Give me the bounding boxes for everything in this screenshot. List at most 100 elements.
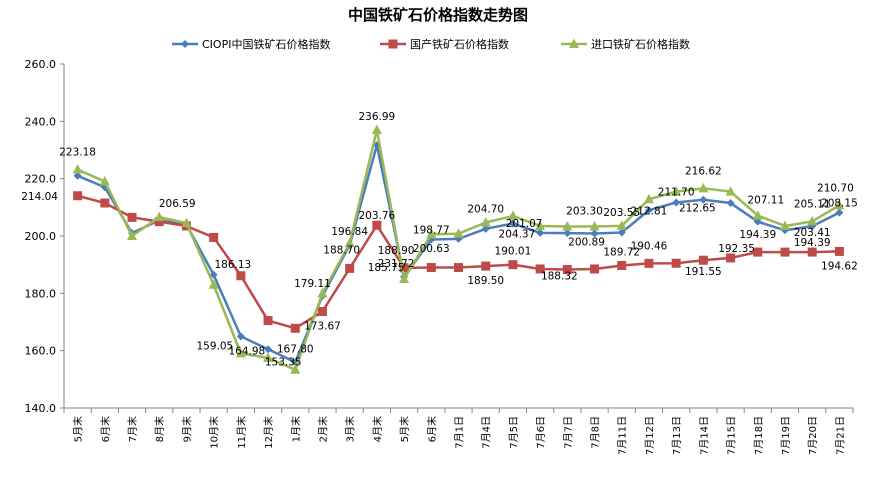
x-tick-label: 1月末 — [289, 416, 302, 442]
data-point — [127, 230, 138, 240]
data-label: 210.70 — [817, 182, 854, 194]
data-point — [480, 217, 491, 227]
series-group — [72, 124, 845, 374]
data-label: 173.67 — [304, 320, 341, 332]
data-point — [371, 124, 382, 134]
data-point — [208, 279, 219, 289]
data-label: 212.81 — [631, 205, 668, 217]
data-label: 231.72 — [378, 258, 415, 270]
data-point — [671, 186, 682, 196]
data-point — [235, 347, 246, 358]
data-label: 188.90 — [378, 245, 415, 257]
data-point — [127, 212, 137, 222]
data-point — [399, 263, 409, 273]
x-tick-label: 10月末 — [208, 416, 221, 449]
data-label: 203.76 — [359, 210, 396, 222]
data-label: 204.70 — [467, 204, 504, 216]
data-point — [154, 217, 164, 227]
data-label: 223.18 — [59, 147, 96, 159]
data-point — [699, 195, 708, 204]
data-point — [536, 228, 545, 237]
data-label: 203.41 — [794, 227, 831, 239]
data-label: 186.13 — [214, 259, 251, 271]
data-point — [100, 198, 110, 208]
legend: CIOPI中国铁矿石价格指数 国产铁矿石价格指数 进口铁矿石价格指数 — [172, 37, 690, 51]
x-tick-label: 7月末 — [126, 416, 139, 442]
y-tick-label: 180.0 — [25, 287, 57, 300]
data-label: 207.11 — [747, 195, 784, 207]
data-point — [616, 220, 627, 230]
y-tick-label: 220.0 — [25, 173, 57, 186]
data-point — [372, 220, 382, 230]
data-point — [73, 171, 82, 180]
data-label: 212.65 — [679, 203, 716, 215]
x-tick-label: 7月20日 — [807, 416, 819, 455]
data-point — [779, 220, 790, 230]
data-label: 164.98 — [228, 345, 265, 357]
data-label: 201.07 — [506, 218, 543, 230]
data-point — [73, 191, 83, 201]
data-label: 200.63 — [413, 243, 450, 255]
data-point — [726, 199, 735, 208]
x-tick-label: 5月末 — [398, 416, 411, 442]
data-point — [617, 228, 626, 237]
data-point — [264, 345, 273, 354]
data-label: 167.80 — [277, 343, 314, 355]
data-label: 185.75 — [368, 262, 405, 274]
data-label: 191.55 — [685, 266, 722, 278]
legend-label: 国产铁矿石价格指数 — [410, 37, 509, 51]
data-label: 194.39 — [794, 237, 831, 249]
data-point — [236, 332, 245, 341]
legend-marker — [569, 38, 579, 48]
x-tick-label: 2月末 — [316, 416, 329, 442]
x-tick-label: 5月末 — [72, 416, 85, 442]
x-tick-label: 3月末 — [344, 416, 357, 442]
data-point — [698, 255, 708, 265]
data-point — [508, 219, 517, 228]
data-point — [590, 229, 599, 238]
data-point — [807, 247, 817, 257]
data-point — [209, 232, 219, 242]
x-tick-label: 7月1日 — [454, 416, 466, 449]
data-label: 194.62 — [821, 260, 858, 272]
x-tick-label: 7月8日 — [590, 416, 602, 449]
data-label: 194.39 — [739, 229, 776, 241]
data-point — [671, 258, 681, 268]
x-tick-label: 4月末 — [371, 416, 384, 442]
legend-marker — [388, 39, 398, 49]
data-label: 190.01 — [495, 246, 532, 258]
data-point — [344, 237, 355, 248]
data-label: 211.70 — [658, 186, 695, 198]
data-label: 189.72 — [603, 246, 640, 258]
x-tick-label: 7月12日 — [644, 416, 656, 455]
x-tick-label: 7月19日 — [780, 416, 792, 455]
data-point — [780, 247, 790, 257]
data-point — [726, 253, 736, 263]
data-point — [181, 217, 192, 228]
data-point — [290, 364, 301, 374]
y-tick-label: 160.0 — [25, 345, 57, 358]
data-point — [535, 264, 545, 274]
data-point — [454, 263, 463, 273]
series-3 — [72, 124, 845, 374]
data-point — [290, 323, 300, 333]
x-tick-label: 6月末 — [425, 416, 438, 442]
y-tick-label: 140.0 — [25, 402, 57, 415]
x-tick-label: 6月末 — [99, 416, 112, 442]
data-point — [426, 228, 437, 239]
data-label: 153.35 — [265, 357, 302, 369]
data-point — [508, 260, 518, 270]
data-label: 188.32 — [541, 270, 578, 282]
data-point — [507, 210, 518, 220]
x-tick-label: 12月末 — [262, 416, 275, 449]
x-tick-label: 8月末 — [153, 416, 166, 442]
data-point — [617, 260, 627, 270]
axes: 140.0 160.0 180.0 200.0 220.0 240.0 260.0 5月末 6月… — [25, 58, 854, 455]
data-point — [834, 246, 844, 256]
x-tick-label: 7月11日 — [617, 416, 629, 455]
y-tick-label: 260.0 — [25, 58, 57, 71]
data-point — [345, 263, 355, 273]
x-tick-label: 7月14日 — [698, 416, 710, 455]
data-label: 196.84 — [331, 226, 368, 238]
